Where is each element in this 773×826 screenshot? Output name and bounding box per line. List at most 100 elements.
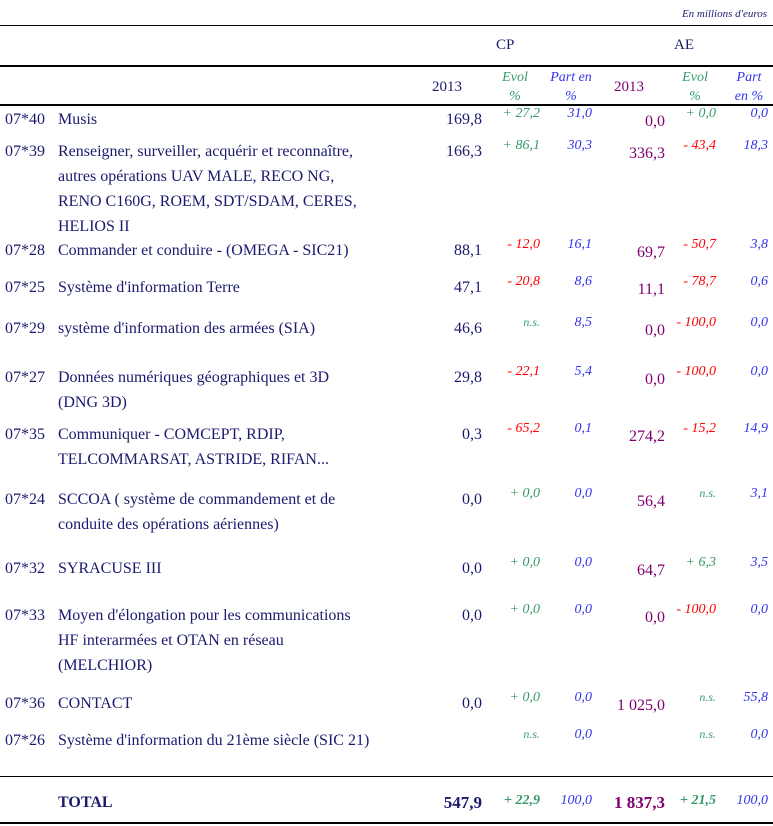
ae-2013: 0,0	[645, 609, 665, 626]
divider	[0, 822, 773, 824]
row-label-line: TELCOMMARSAT, ASTRIDE, RIFAN...	[58, 451, 329, 468]
row-code: 07*33	[5, 607, 45, 624]
row-label-line: (DNG 3D)	[58, 394, 127, 411]
header-ae-evol: Evol%	[670, 68, 720, 106]
row-label-line: Système d'information du 21ème siècle (S…	[58, 732, 370, 749]
row-code: 07*36	[5, 695, 45, 712]
row-label: SCCOA ( système de commandement et de con…	[58, 487, 418, 537]
row-label-line: Données numériques géographiques et 3D	[58, 369, 330, 386]
ae-part: 55,8	[743, 690, 769, 705]
row-label-line: conduite des opérations aériennes)	[58, 516, 279, 533]
row-label-line: Musis	[58, 111, 98, 128]
total-cp-evol: + 22,9	[504, 793, 540, 808]
ae-part: 0,0	[750, 727, 769, 742]
row-label: Système d'information du 21ème siècle (S…	[58, 728, 418, 753]
unit-note: En millions d'euros	[681, 8, 767, 20]
ae-part: 0,0	[750, 106, 769, 121]
cp-part: 8,6	[574, 274, 593, 289]
row-code: 07*24	[5, 491, 45, 508]
header-cp: CP	[496, 37, 515, 53]
ae-evol: - 15,2	[683, 421, 716, 436]
cp-evol: - 12,0	[507, 237, 540, 252]
row-code: 07*25	[5, 279, 45, 296]
row-code: 07*32	[5, 560, 45, 577]
row-label-line: Commander et conduire - (OMEGA - SIC21)	[58, 242, 349, 259]
total-ae-evol: + 21,5	[680, 793, 716, 808]
cp-2013: 0,0	[462, 607, 482, 624]
ae-2013: 274,2	[629, 428, 665, 445]
divider	[0, 776, 773, 777]
ae-evol: n.s.	[699, 486, 716, 500]
ae-part: 14,9	[743, 421, 769, 436]
cp-part: 8,5	[574, 315, 593, 330]
ae-part: 0,0	[750, 602, 769, 617]
ae-2013: 69,7	[637, 244, 665, 261]
cp-2013: 46,6	[454, 320, 482, 337]
cp-2013: 88,1	[454, 242, 482, 259]
total-ae: 1 837,3	[614, 793, 665, 812]
row-code: 07*27	[5, 369, 45, 386]
row-label-line: SCCOA ( système de commandement et de	[58, 491, 336, 508]
row-label-line: Communiquer - COMCEPT, RDIP,	[58, 426, 285, 443]
ae-2013: 0,0	[645, 371, 665, 388]
cp-evol: + 0,0	[509, 486, 540, 501]
cp-2013: 0,0	[462, 560, 482, 577]
row-label-line: Renseigner, surveiller, acquérir et reco…	[58, 143, 354, 160]
cp-part: 0,0	[574, 690, 593, 705]
cp-part: 5,4	[574, 364, 593, 379]
ae-evol: - 100,0	[676, 602, 716, 617]
header-text: Evol	[682, 70, 708, 85]
ae-evol: - 50,7	[683, 237, 716, 252]
ae-evol: + 6,3	[685, 555, 716, 570]
cp-2013: 166,3	[446, 143, 482, 160]
row-label: Moyen d'élongation pour les communicatio…	[58, 603, 418, 678]
header-cp-part: Part en%	[544, 68, 598, 106]
ae-evol: n.s.	[699, 727, 716, 741]
total-cp-part: 100,0	[560, 793, 593, 808]
cp-evol: + 27,2	[502, 106, 540, 121]
row-label: système d'information des armées (SIA)	[58, 316, 418, 341]
ae-2013: 1 025,0	[617, 697, 665, 714]
ae-2013: 11,1	[637, 281, 665, 298]
row-label-line: HF interarmées et OTAN en réseau	[58, 632, 284, 649]
cp-evol: - 20,8	[507, 274, 540, 289]
header-text: %	[565, 89, 577, 104]
ae-2013: 64,7	[637, 562, 665, 579]
cp-2013: 0,0	[462, 491, 482, 508]
header-cp-evol: Evol%	[490, 68, 540, 106]
cp-evol: + 86,1	[502, 138, 540, 153]
cp-2013: 169,8	[446, 111, 482, 128]
ae-evol: n.s.	[699, 690, 716, 704]
cp-part: 31,0	[567, 106, 593, 121]
header-ae-part: Part en %	[726, 68, 772, 106]
cp-evol: - 65,2	[507, 421, 540, 436]
row-label-line: HELIOS II	[58, 218, 130, 235]
divider	[0, 104, 773, 106]
row-label-line: système d'information des armées (SIA)	[58, 320, 316, 337]
cp-evol: + 0,0	[509, 555, 540, 570]
ae-evol: - 43,4	[683, 138, 716, 153]
row-code: 07*40	[5, 111, 45, 128]
row-code: 07*26	[5, 732, 45, 749]
ae-2013: 0,0	[645, 113, 665, 130]
row-label-line: RENO C160G, ROEM, SDT/SDAM, CERES,	[58, 193, 357, 210]
cp-2013: 0,0	[462, 695, 482, 712]
row-label: Renseigner, surveiller, acquérir et reco…	[58, 139, 418, 239]
ae-2013: 336,3	[629, 145, 665, 162]
cp-part: 0,0	[574, 486, 593, 501]
cp-part: 0,0	[574, 602, 593, 617]
ae-2013: 56,4	[637, 493, 665, 510]
ae-part: 0,0	[750, 315, 769, 330]
row-label: Données numériques géographiques et 3D (D…	[58, 365, 418, 415]
ae-evol: + 0,0	[685, 106, 716, 121]
divider	[0, 65, 773, 67]
total-ae-part: 100,0	[736, 793, 769, 808]
ae-2013: 0,0	[645, 322, 665, 339]
header-ae: AE	[674, 37, 694, 53]
ae-part: 18,3	[743, 138, 769, 153]
cp-evol: - 22,1	[507, 364, 540, 379]
ae-part: 3,8	[750, 237, 769, 252]
row-label-line: SYRACUSE III	[58, 560, 162, 577]
cp-evol: n.s.	[523, 727, 540, 741]
cp-2013: 47,1	[454, 279, 482, 296]
